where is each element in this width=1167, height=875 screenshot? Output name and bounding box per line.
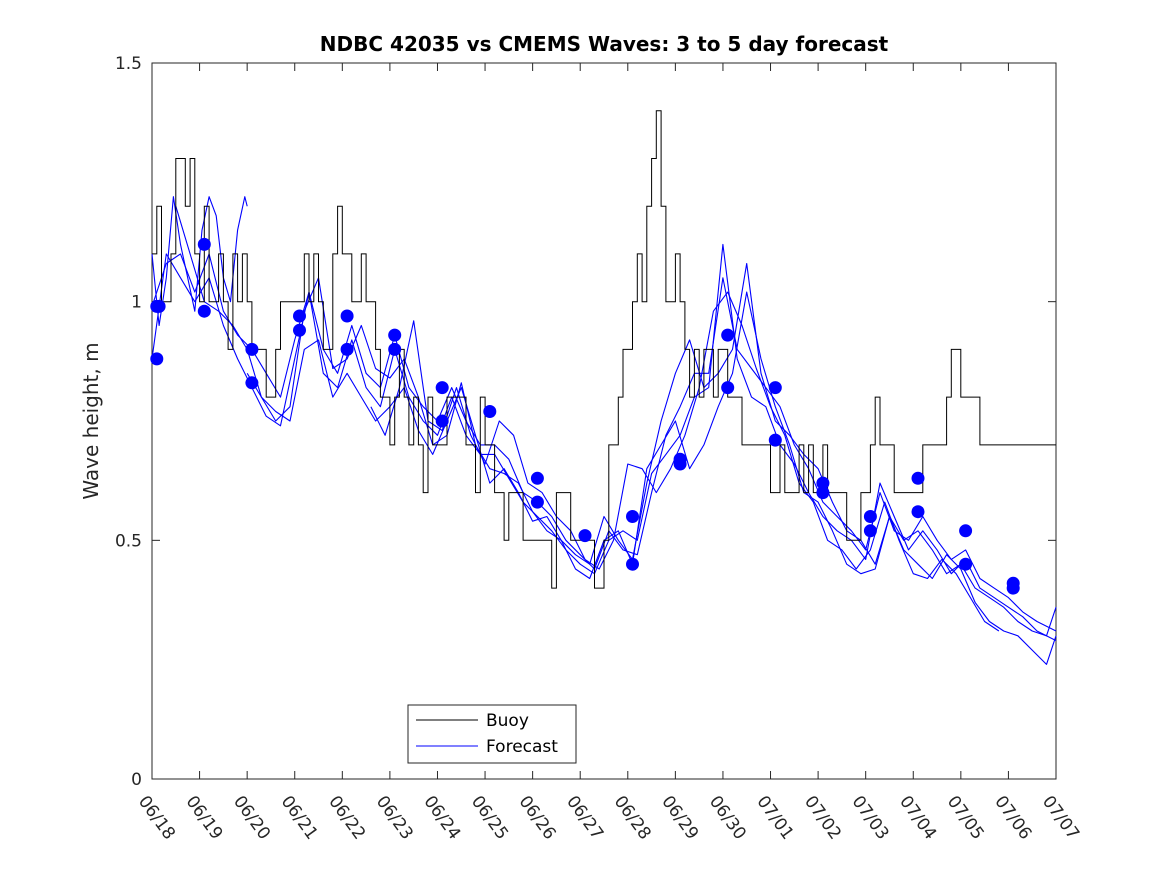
x-tick-label: 06/29 [657, 792, 702, 843]
x-tick-label: 06/20 [229, 792, 274, 843]
forecast-marker [626, 510, 639, 523]
forecast-line [246, 291, 1057, 665]
y-tick-label: 1 [131, 293, 142, 313]
x-tick-label: 07/01 [752, 792, 797, 843]
y-tick-label: 1.5 [115, 54, 142, 74]
forecast-marker [245, 342, 259, 356]
forecast-marker [816, 476, 830, 490]
x-tick-label: 07/05 [943, 792, 988, 843]
x-tick-label: 06/26 [515, 792, 560, 843]
x-tick-label: 07/02 [800, 792, 845, 843]
forecast-marker [578, 529, 592, 543]
x-tick-label: 06/24 [419, 792, 464, 843]
plot-area: 00.511.506/18 06/19 06/20 06/21 06/22 06/23 06… [115, 54, 1083, 844]
forecast-marker [435, 381, 449, 395]
legend-buoy-label: Buoy [486, 711, 529, 731]
x-tick-label: 07/03 [848, 792, 893, 843]
x-tick-label: 07/07 [1038, 792, 1083, 843]
x-tick-label: 06/18 [134, 792, 179, 843]
forecast-marker [959, 524, 973, 538]
forecast-marker [388, 328, 402, 342]
x-tick-label: 06/21 [277, 792, 322, 843]
legend: Buoy Forecast [407, 704, 577, 764]
forecast-marker [293, 309, 306, 323]
y-tick-label: 0 [131, 770, 142, 790]
forecast-marker [816, 486, 830, 500]
legend-box [407, 704, 577, 764]
forecast-marker [863, 524, 877, 538]
forecast-marker [150, 352, 164, 366]
forecast-marker [245, 376, 259, 390]
buoy-line [152, 110, 1056, 589]
forecast-marker [150, 299, 164, 313]
forecast-marker [626, 557, 639, 571]
legend-forecast-label: Forecast [486, 737, 558, 757]
forecast-marker [197, 237, 211, 251]
y-tick-label: 0.5 [115, 531, 142, 551]
forecast-line [175, 206, 1057, 637]
forecast-marker [483, 405, 497, 418]
forecast-marker [911, 505, 925, 519]
forecast-marker [959, 557, 973, 571]
x-tick-label: 06/23 [372, 792, 417, 843]
forecast-marker [530, 495, 544, 509]
x-tick-label: 06/19 [182, 792, 227, 843]
x-tick-label: 07/04 [895, 792, 940, 843]
y-axis-label: Wave height, m [79, 342, 103, 499]
forecast-marker [1006, 581, 1020, 595]
forecast-marker [435, 414, 449, 428]
forecast-marker [197, 304, 211, 318]
forecast-marker [340, 309, 354, 323]
chart-title: NDBC 42035 vs CMEMS Waves: 3 to 5 day fo… [320, 32, 889, 56]
x-tick-label: 06/25 [467, 792, 512, 843]
forecast-marker [911, 471, 925, 485]
forecast-marker [673, 457, 687, 471]
forecast-marker [340, 342, 354, 356]
x-tick-label: 06/28 [610, 792, 655, 843]
forecast-marker [388, 342, 402, 356]
x-tick-label: 07/06 [990, 792, 1035, 843]
x-tick-label: 06/30 [705, 792, 750, 843]
forecast-marker [721, 328, 735, 342]
axes-box [151, 62, 1057, 780]
forecast-marker [530, 471, 544, 485]
forecast-marker [768, 381, 782, 395]
forecast-marker [863, 510, 877, 523]
forecast-marker [293, 323, 306, 337]
x-tick-label: 06/27 [562, 792, 607, 843]
x-tick-label: 06/22 [324, 792, 369, 843]
forecast-marker [768, 433, 782, 447]
forecast-marker [721, 381, 735, 395]
